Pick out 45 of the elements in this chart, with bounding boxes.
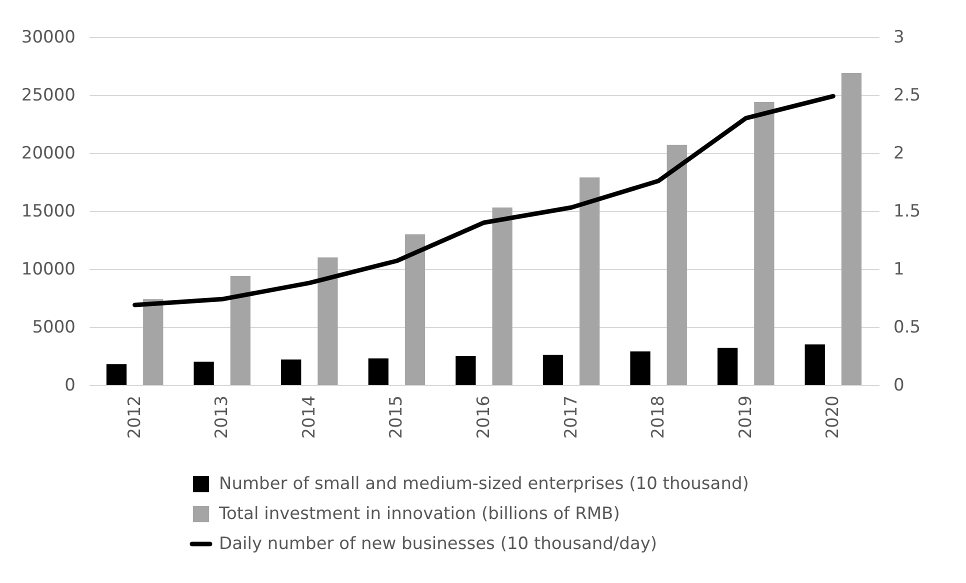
bar	[281, 359, 302, 385]
x-tick-label: 2016	[474, 396, 494, 439]
bar	[630, 351, 650, 385]
line-series	[132, 94, 836, 308]
y-tick-label: 30000	[21, 28, 76, 48]
y2-tick-label: 0.5	[894, 318, 921, 338]
x-tick-label: 2012	[124, 396, 145, 439]
bar	[666, 144, 687, 385]
bar	[404, 234, 426, 385]
x-tick-label: 2017	[561, 396, 582, 439]
x-tick-label: 2013	[212, 396, 232, 439]
x-tick-label: 2018	[648, 396, 669, 439]
y-tick-label: 0	[64, 376, 76, 396]
y2-tick-label: 0	[894, 376, 904, 396]
bar	[456, 356, 476, 385]
y-tick-label: 5000	[32, 318, 76, 338]
x-tick-label: 2014	[299, 396, 320, 439]
bar	[230, 276, 250, 385]
bar	[492, 208, 512, 385]
x-tick-label: 2020	[823, 396, 844, 439]
bar	[368, 358, 388, 385]
y2-tick-label: 3	[894, 28, 904, 48]
bar	[194, 362, 214, 385]
x-tick-label: 2019	[736, 396, 756, 439]
bar	[580, 177, 600, 385]
bar	[143, 299, 164, 385]
y2-tick-label: 2.5	[894, 86, 921, 106]
bar	[106, 364, 127, 385]
bar	[804, 344, 825, 385]
bar	[841, 72, 862, 385]
y2-tick-label: 2	[894, 144, 904, 164]
bar	[542, 354, 564, 385]
legend-label: Number of small and medium-sized enterprises (10 thousand)	[219, 474, 749, 494]
y-tick-label: 10000	[21, 260, 76, 280]
y2-tick-label: 1.5	[894, 202, 921, 222]
bar	[754, 102, 774, 385]
bar	[318, 257, 338, 385]
y-tick-label: 25000	[21, 86, 76, 106]
bar	[718, 348, 738, 385]
y-tick-label: 20000	[21, 144, 76, 164]
legend-label: Total investment in innovation (billions of RMB)	[218, 504, 620, 524]
legend-label: Daily number of new businesses (10 thousand/day)	[219, 534, 658, 554]
y2-tick-label: 1	[894, 260, 904, 280]
x-tick-label: 2015	[386, 396, 407, 439]
y-tick-label: 15000	[21, 202, 76, 222]
